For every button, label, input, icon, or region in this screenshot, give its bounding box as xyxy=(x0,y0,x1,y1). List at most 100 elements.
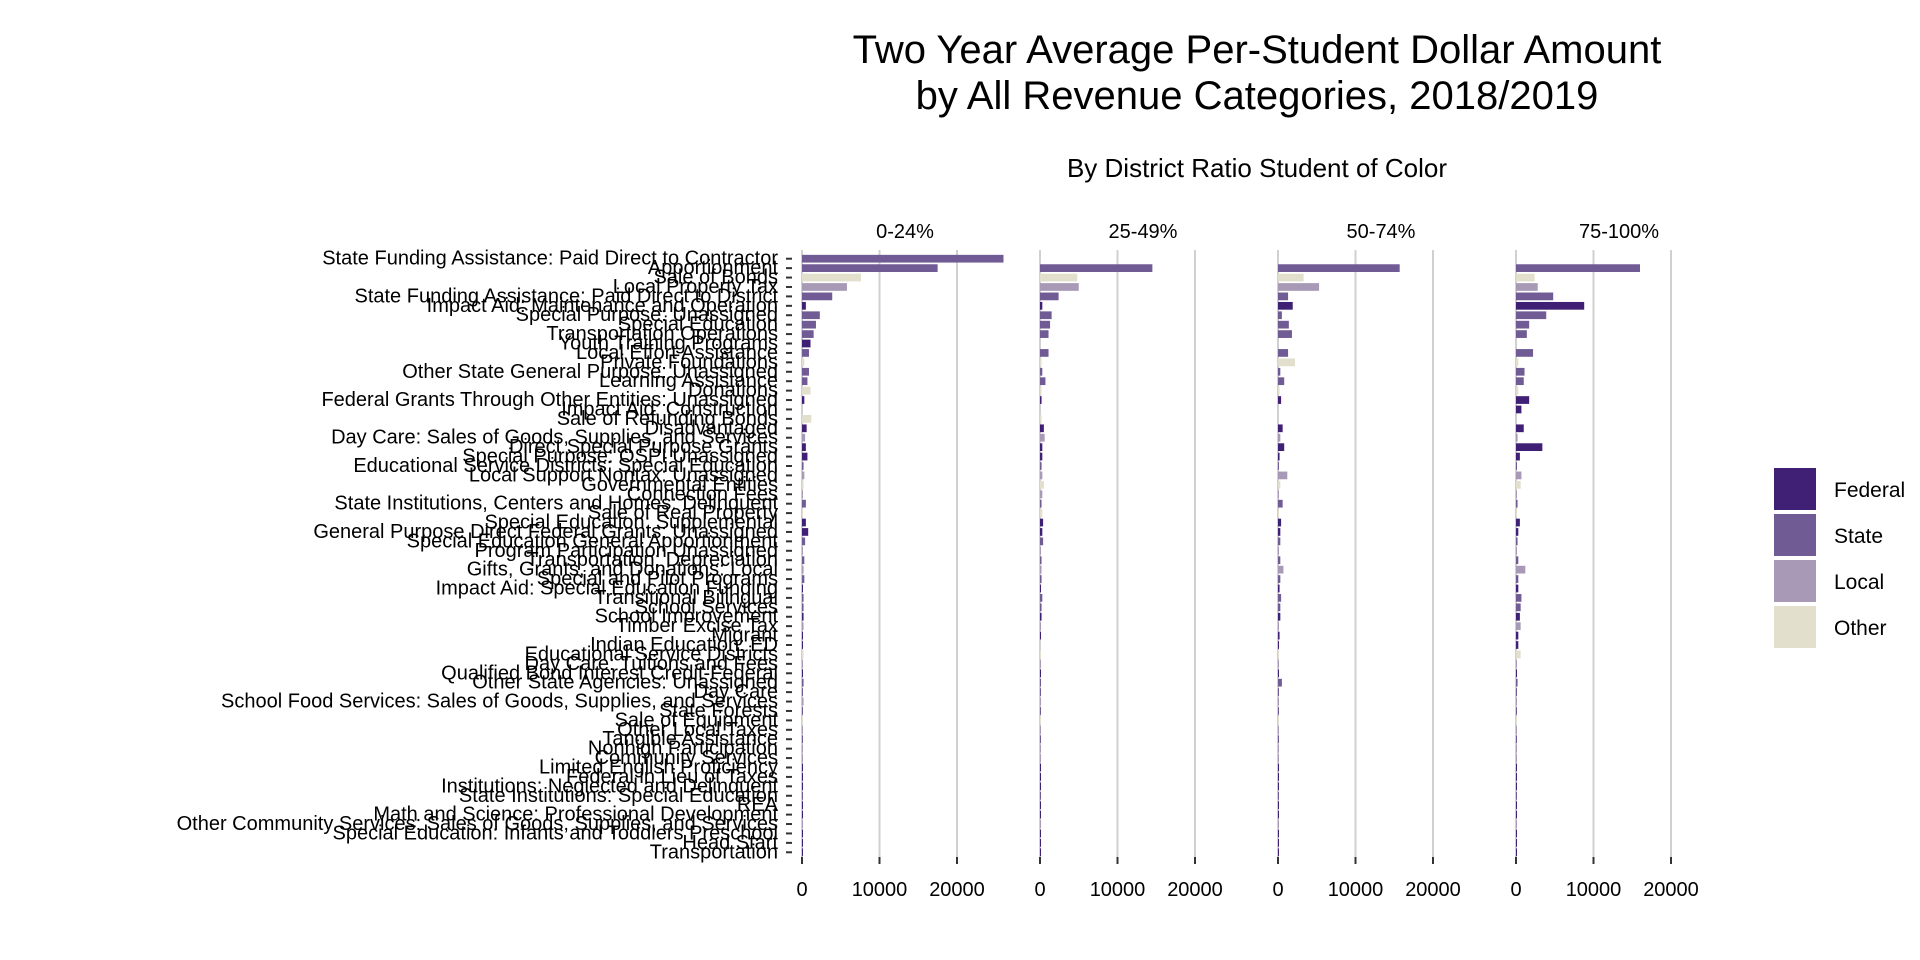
legend-label: Federal xyxy=(1834,479,1905,502)
bar xyxy=(1278,848,1279,857)
bar xyxy=(1278,396,1282,404)
facet-label: 75-100% xyxy=(1579,221,1659,243)
category-axis: State Funding Assistance: Paid Direct to… xyxy=(177,248,792,863)
bar xyxy=(1516,659,1517,668)
bar xyxy=(1040,320,1051,329)
bar xyxy=(802,311,820,320)
category-label: Program Participation Unassigned xyxy=(475,540,779,562)
category-label: Donations xyxy=(688,380,778,402)
legend-label: Other xyxy=(1834,617,1887,640)
bar xyxy=(802,801,803,810)
bar xyxy=(802,462,804,470)
gridlines xyxy=(801,250,1672,863)
bar xyxy=(802,424,807,433)
bar xyxy=(1040,669,1041,678)
facet-label: 0-24% xyxy=(876,221,934,243)
legend-swatch xyxy=(1774,514,1816,556)
bar xyxy=(1040,377,1046,386)
bar xyxy=(1040,546,1041,555)
bar xyxy=(1278,528,1281,536)
bar xyxy=(802,367,809,376)
bar xyxy=(802,791,803,800)
category-label: Other Community Services: Sales of Goods… xyxy=(177,813,778,835)
category-label: Tangible Assistance xyxy=(602,728,778,750)
bar xyxy=(1278,377,1285,386)
legend: Federal State Local Other xyxy=(1774,468,1905,648)
bar xyxy=(1516,273,1535,282)
bar xyxy=(1516,631,1519,640)
x-tick-label: 0 xyxy=(1510,879,1521,901)
bar xyxy=(1516,612,1520,621)
bar xyxy=(1040,848,1041,857)
category-label: Sale of Refunding Bonds xyxy=(557,408,778,430)
bar xyxy=(802,575,805,583)
x-tick-label: 20000 xyxy=(1405,879,1461,901)
category-label: Disadvantaged xyxy=(645,417,778,439)
category-label: Special Education: Supplemental xyxy=(484,512,778,534)
bar xyxy=(1516,678,1518,687)
bar xyxy=(1516,490,1517,499)
category-label: General Purpose Direct Federal Grants: U… xyxy=(313,521,778,543)
bar xyxy=(802,509,803,517)
bar xyxy=(1040,716,1041,725)
bar xyxy=(1040,471,1043,480)
bar xyxy=(1516,773,1517,781)
bar xyxy=(1516,396,1530,404)
category-label: Limited English Proficiency xyxy=(539,756,778,778)
category-label: Educational Service Districts xyxy=(525,643,778,665)
category-label: Transitional Bilingual xyxy=(594,587,778,609)
bar xyxy=(1278,499,1283,508)
bar xyxy=(1040,358,1042,367)
category-label: Governmental Entities xyxy=(581,474,778,496)
bar xyxy=(1278,641,1279,649)
category-label: Day Care: Tuitions and Fees xyxy=(525,653,778,675)
bar xyxy=(1040,612,1042,621)
category-label: Sale of Equipment xyxy=(615,709,779,731)
bar xyxy=(1040,631,1041,640)
category-label: Other Local Taxes xyxy=(617,719,778,741)
bar xyxy=(1516,688,1517,696)
bar xyxy=(1040,565,1042,574)
bar xyxy=(1516,480,1521,489)
bar xyxy=(1516,622,1521,631)
bar xyxy=(1040,603,1042,612)
bar xyxy=(1516,462,1517,470)
legend-swatch xyxy=(1774,560,1816,602)
category-label: Learning Assistance xyxy=(599,370,778,392)
bar xyxy=(802,829,803,838)
category-label: Special Purpose: OSPI Unassigned xyxy=(462,446,778,468)
bar xyxy=(1278,273,1304,282)
bar xyxy=(802,283,847,291)
category-label: State Funding Assistance: Paid Direct to… xyxy=(354,285,778,307)
category-label: Community Services xyxy=(595,747,778,769)
bar xyxy=(1278,264,1400,272)
bar xyxy=(1516,763,1517,772)
category-label: Qualified Bond Interest Credit-Federal xyxy=(441,662,778,684)
bar xyxy=(1516,575,1519,583)
facet-label: 50-74% xyxy=(1347,221,1416,243)
x-tick-label: 20000 xyxy=(1167,879,1223,901)
category-label: State Forests xyxy=(659,700,778,722)
bar xyxy=(1516,537,1518,546)
bar xyxy=(1516,810,1517,819)
category-label: Transportation: Depreciation xyxy=(526,549,778,571)
category-label: Local Support Nontax: Unassigned xyxy=(469,464,778,486)
bar xyxy=(1040,480,1044,489)
bar xyxy=(1040,622,1041,631)
bar xyxy=(1516,377,1524,386)
bar xyxy=(1516,735,1517,744)
x-tick-label: 0 xyxy=(1034,879,1045,901)
x-tick-label: 20000 xyxy=(1643,879,1699,901)
bar xyxy=(1278,311,1282,320)
bar xyxy=(1278,452,1280,461)
bar xyxy=(1516,641,1519,649)
bar xyxy=(1516,349,1534,357)
bar xyxy=(1516,292,1554,301)
bar xyxy=(1040,659,1041,668)
bar xyxy=(1040,754,1041,762)
bar xyxy=(802,415,812,423)
category-label: Indian Education: ED xyxy=(590,634,778,656)
bar xyxy=(1278,754,1279,762)
bar xyxy=(1040,697,1041,706)
bar xyxy=(1040,452,1043,461)
